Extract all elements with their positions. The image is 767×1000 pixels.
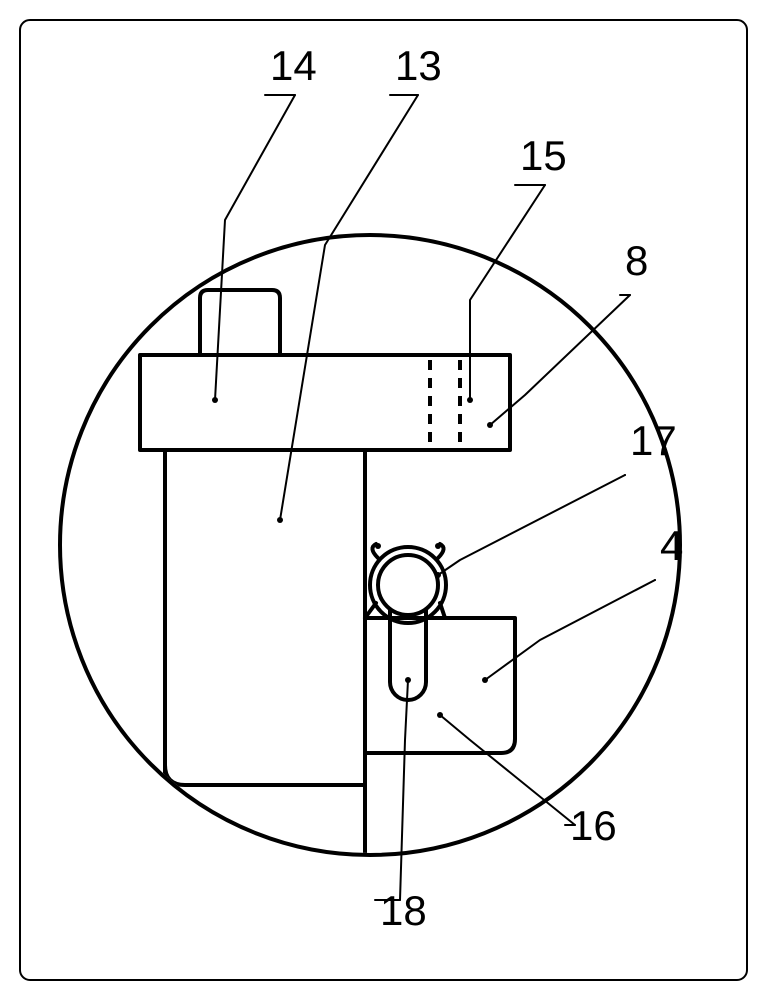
drawing-group xyxy=(140,290,515,1000)
leader-18 xyxy=(400,680,408,900)
part-left-body xyxy=(165,450,365,785)
leader-14-dot xyxy=(212,397,218,403)
leader-4 xyxy=(485,580,655,680)
leader-13-dot xyxy=(277,517,283,523)
label-18: 18 xyxy=(380,887,427,934)
part-tab xyxy=(200,290,280,355)
leader-16-dot xyxy=(437,712,443,718)
ring-hook-right-dot xyxy=(435,543,441,549)
label-8: 8 xyxy=(625,237,648,284)
leader-16 xyxy=(440,715,575,825)
label-16: 16 xyxy=(570,802,617,849)
ring-inner xyxy=(378,555,438,615)
label-17: 17 xyxy=(630,417,677,464)
label-15: 15 xyxy=(520,132,567,179)
cradle-right xyxy=(440,603,445,618)
outer-frame xyxy=(20,20,747,980)
leader-17 xyxy=(438,475,625,575)
leader-15 xyxy=(470,185,545,400)
leader-15-dot xyxy=(467,397,473,403)
part-top-block xyxy=(140,355,510,450)
detail-circle xyxy=(60,235,680,855)
label-4: 4 xyxy=(660,522,683,569)
label-14: 14 xyxy=(270,42,317,89)
part-right-body xyxy=(365,618,515,753)
ring-hook-left-dot xyxy=(375,543,381,549)
leader-8-dot xyxy=(487,422,493,428)
leader-17-dot xyxy=(435,572,441,578)
leader-4-dot xyxy=(482,677,488,683)
leader-18-dot xyxy=(405,677,411,683)
ring-outer xyxy=(370,547,446,623)
leader-13 xyxy=(280,95,418,520)
label-13: 13 xyxy=(395,42,442,89)
